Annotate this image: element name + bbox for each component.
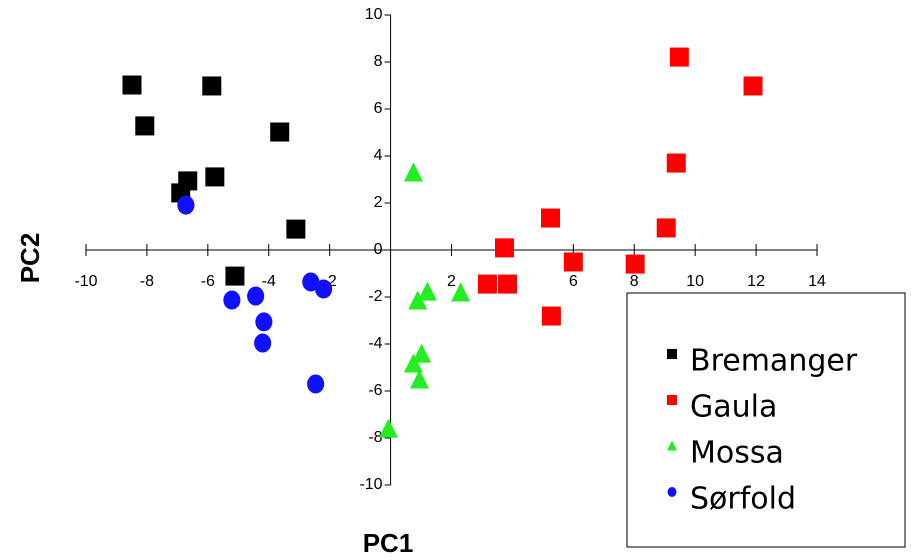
legend-marker — [667, 395, 677, 405]
y-tick-label: -2 — [368, 288, 382, 305]
y-tick-label: -8 — [368, 429, 382, 446]
y-tick-label: 4 — [374, 147, 383, 164]
point — [135, 116, 155, 136]
point — [494, 238, 514, 258]
point — [225, 266, 245, 286]
x-tick-label: -8 — [140, 273, 154, 290]
point — [410, 369, 430, 389]
point — [498, 274, 518, 294]
point — [378, 418, 398, 438]
point — [205, 167, 225, 187]
point — [656, 218, 676, 238]
y-tick-label: 10 — [365, 6, 383, 23]
x-tick-label: 2 — [447, 273, 456, 290]
point — [307, 374, 325, 394]
point — [412, 343, 432, 363]
point — [315, 279, 333, 299]
y-axis-title: PC2 — [15, 233, 45, 284]
point — [270, 122, 290, 142]
point — [451, 282, 471, 302]
legend-box — [626, 292, 906, 548]
point — [743, 76, 763, 96]
x-axis-title: PC1 — [363, 528, 414, 558]
point — [477, 274, 497, 294]
legend-marker — [667, 440, 677, 451]
point — [666, 153, 686, 173]
y-tick-label: 2 — [374, 194, 383, 211]
x-tick-label: -4 — [262, 273, 276, 290]
x-tick-label: 8 — [630, 273, 639, 290]
point — [223, 290, 241, 310]
x-tick-label: 12 — [747, 273, 765, 290]
point — [408, 290, 428, 310]
x-tick-label: -6 — [201, 273, 215, 290]
point — [247, 286, 265, 306]
point — [122, 75, 142, 95]
point — [417, 281, 437, 301]
y-tick-label: -4 — [368, 335, 382, 352]
y-tick-label: 0 — [374, 241, 383, 258]
legend-marker — [667, 487, 677, 497]
point — [403, 162, 423, 182]
legend-label: Gaula — [690, 390, 777, 425]
point — [202, 76, 222, 96]
point — [540, 208, 560, 228]
point — [541, 306, 561, 326]
y-tick-label: -6 — [368, 382, 382, 399]
y-tick-label: 8 — [374, 53, 383, 70]
point — [563, 252, 583, 272]
point — [625, 254, 645, 274]
point — [302, 272, 320, 292]
legend-label: Sørfold — [690, 482, 796, 517]
y-tick-label: -10 — [359, 476, 382, 493]
x-tick-label: 14 — [808, 273, 826, 290]
point — [177, 195, 195, 215]
legend-marker — [667, 349, 677, 359]
x-tick-label: 6 — [569, 273, 578, 290]
x-tick-label: -10 — [74, 273, 97, 290]
point — [669, 47, 689, 67]
legend-label: Mossa — [690, 436, 784, 471]
x-tick-label: 10 — [686, 273, 704, 290]
point — [403, 353, 423, 373]
point — [254, 333, 272, 353]
legend-label: Bremanger — [690, 344, 858, 379]
point — [255, 312, 273, 332]
y-tick-label: 6 — [374, 100, 383, 117]
point — [286, 219, 306, 239]
